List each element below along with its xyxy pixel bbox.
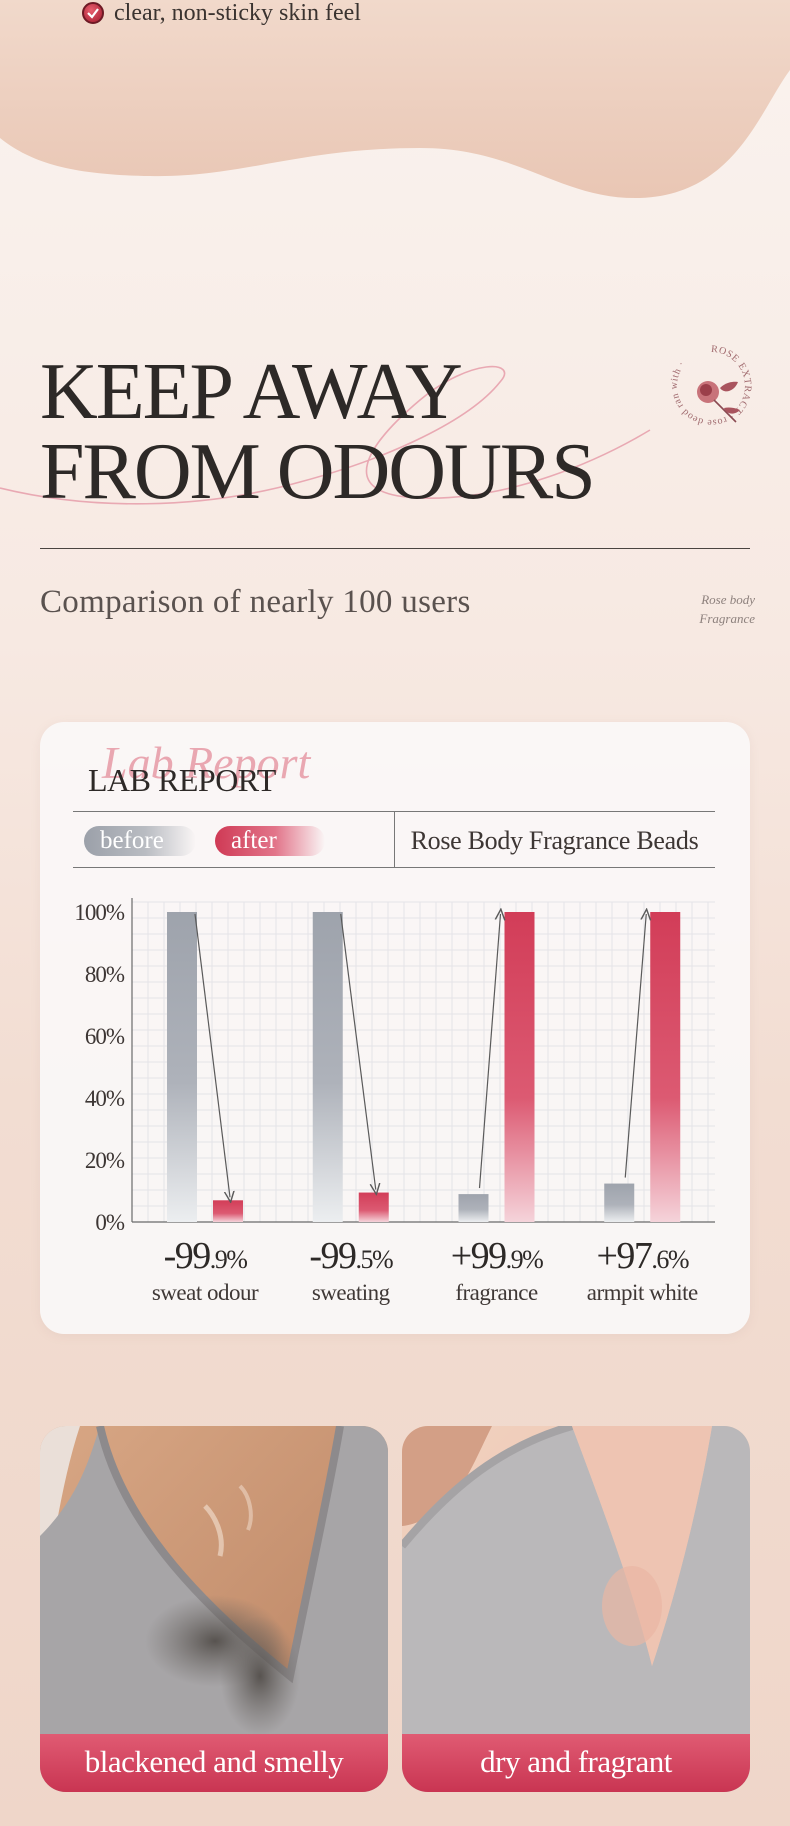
y-tick-label: 0%: [95, 1210, 125, 1230]
photo-after-label: dry and fragrant: [402, 1734, 750, 1792]
legend-after: after: [215, 826, 325, 856]
y-tick-label: 20%: [85, 1148, 125, 1173]
stat-label: fragrance: [455, 1280, 538, 1305]
photo-after: dry and fragrant: [402, 1426, 750, 1792]
stat-value-main: +99: [450, 1235, 507, 1277]
lab-report-chart: 100% 80% 60% 40% 20% 0%: [74, 898, 715, 1230]
change-arrow: [478, 914, 501, 1189]
stat-value: +99.9%: [422, 1236, 572, 1280]
checkmark-icon: [82, 2, 104, 24]
y-tick-label: 40%: [85, 1086, 125, 1111]
stat-sweating: -99.5% sweating: [276, 1236, 426, 1306]
script-note-line-2: Fragrance: [699, 611, 755, 626]
headline: KEEP AWAY FROM ODOURS: [40, 348, 596, 516]
change-arrow: [340, 913, 376, 1190]
chart-arrows: [194, 913, 646, 1197]
stat-value: -99.5%: [276, 1236, 426, 1280]
stat-label: sweat odour: [151, 1280, 259, 1305]
change-arrow: [194, 913, 230, 1197]
legend-separator: [394, 811, 395, 868]
stat-sweat-odour: -99.9% sweat odour: [130, 1236, 280, 1306]
stat-value: +97.6%: [567, 1236, 717, 1280]
stat-value-decimal: .6%: [651, 1245, 689, 1274]
y-tick-label: 60%: [85, 1024, 125, 1049]
photo-before-label: blackened and smelly: [40, 1734, 388, 1792]
headline-line-1: KEEP AWAY: [40, 348, 463, 436]
stat-value: -99.9%: [130, 1236, 280, 1280]
stat-value-main: +97: [596, 1235, 652, 1277]
decorative-swoosh: [0, 365, 651, 505]
y-tick-label: 80%: [85, 962, 125, 987]
stat-value-decimal: .9%: [209, 1245, 248, 1274]
stat-value-decimal: .5%: [355, 1245, 393, 1274]
bar-before-sweating: [312, 912, 343, 1222]
product-name: Rose Body Fragrance Beads: [410, 826, 699, 855]
chart-grid: [131, 901, 715, 1223]
section-divider: [40, 548, 750, 549]
stat-armpit-white: +97.6% armpit white: [567, 1236, 717, 1306]
lab-report-card: [40, 722, 750, 1334]
feature-line: clear, non-sticky skin feel: [82, 0, 361, 26]
stat-label: sweating: [311, 1280, 390, 1305]
rose-icon: [697, 381, 740, 423]
stat-value-main: -99: [163, 1235, 212, 1277]
top-wave-banner: [0, 0, 790, 199]
bar-after-fragrance: [504, 912, 535, 1222]
stat-value-main: -99: [309, 1235, 357, 1277]
y-tick-label: 100%: [74, 900, 125, 925]
bar-before-armpit-white: [604, 1183, 635, 1222]
legend-before: before: [84, 826, 196, 856]
armpit-clean-illustration: [402, 1426, 750, 1792]
chart-bars: [167, 912, 681, 1222]
bar-before-fragrance: [458, 1194, 489, 1222]
script-note: Rose body Fragrance: [660, 590, 755, 628]
bar-after-sweating: [358, 1192, 389, 1222]
headline-line-2: FROM ODOURS: [40, 428, 596, 516]
rose-extract-emblem: ROSE EXTRACT · rose deod ran with ·: [669, 344, 753, 428]
y-tick-labels: 100% 80% 60% 40% 20% 0%: [74, 900, 126, 1230]
feature-text: clear, non-sticky skin feel: [114, 0, 361, 26]
subtitle: Comparison of nearly 100 users: [40, 584, 471, 620]
change-arrow: [624, 914, 646, 1178]
bar-after-armpit-white: [650, 912, 681, 1222]
armpit-stained-illustration: [40, 1426, 388, 1792]
lab-report-title: LAB REPORT: [88, 762, 276, 798]
stat-fragrance: +99.9% fragrance: [422, 1236, 572, 1306]
photo-before: blackened and smelly: [40, 1426, 388, 1792]
stat-label: armpit white: [586, 1280, 698, 1305]
bar-after-sweat-odour: [213, 1200, 243, 1222]
lab-report-script-overlay: Lab Report: [102, 737, 311, 788]
bar-before-sweat-odour: [167, 912, 197, 1222]
stat-value-decimal: .9%: [505, 1245, 544, 1274]
script-note-line-1: Rose body: [701, 592, 755, 607]
